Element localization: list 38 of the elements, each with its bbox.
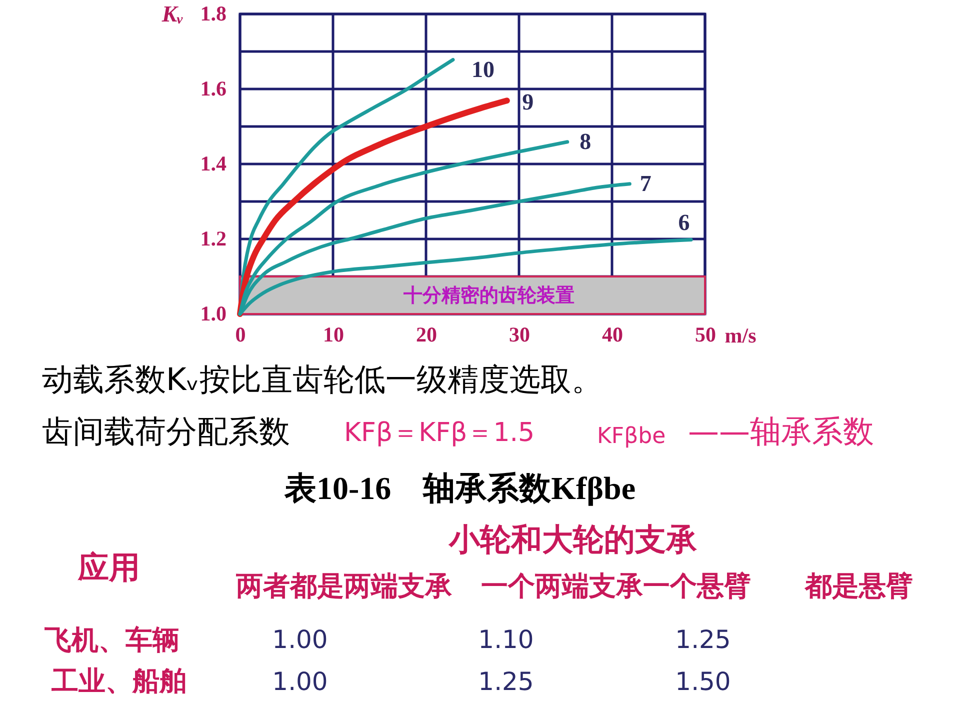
text: 一个两端支承一个悬臂 [481, 571, 751, 601]
text: 齿间载荷分配系数 [42, 414, 290, 450]
text: 表10-16 轴承系数Kfβbe [283, 470, 636, 506]
text: ——轴承系数 [688, 414, 874, 450]
y-tick-label: 1.4 [200, 152, 227, 176]
x-tick-label: 10 [323, 322, 344, 346]
text: 1.00 [272, 667, 328, 696]
x-tick-label: 0 [235, 322, 246, 346]
text: 都是悬臂 [804, 571, 913, 601]
text: KFβ＝KFβ＝1.5 [344, 418, 535, 448]
x-tick-label: 40 [602, 322, 623, 346]
text: 1.50 [675, 667, 731, 696]
y-axis-title: Kᵥ [160, 2, 184, 26]
text: 1.25 [478, 667, 534, 696]
y-tick-label: 1.0 [200, 302, 226, 326]
y-tick-label: 1.8 [200, 2, 226, 26]
series-label: 8 [580, 128, 592, 154]
text: 1.25 [675, 625, 731, 654]
text: 1.00 [272, 625, 328, 654]
x-axis-title: m/s [724, 324, 756, 348]
y-tick-label: 1.2 [200, 226, 226, 250]
text: 应用 [77, 550, 140, 585]
text: 两者都是两端支承 [235, 571, 453, 601]
series-label: 10 [471, 56, 494, 82]
text: 小轮和大轮的支承 [448, 522, 697, 557]
band-label: 十分精密的齿轮装置 [402, 284, 574, 306]
x-tick-label: 50 [695, 322, 716, 346]
text: 飞机、车辆 [44, 625, 180, 655]
series-label: 6 [678, 210, 690, 235]
text: 工业、船舶 [50, 666, 186, 696]
y-tick-label: 1.6 [200, 76, 226, 100]
series-label: 9 [522, 90, 534, 115]
x-tick-label: 30 [509, 322, 530, 346]
x-tick-label: 20 [416, 322, 437, 346]
text: 1.10 [478, 625, 534, 654]
series-label: 7 [640, 170, 652, 196]
text: 动载系数Kᵥ按比直齿轮低一级精度选取。 [42, 362, 602, 398]
text: KFβbe [597, 424, 666, 449]
